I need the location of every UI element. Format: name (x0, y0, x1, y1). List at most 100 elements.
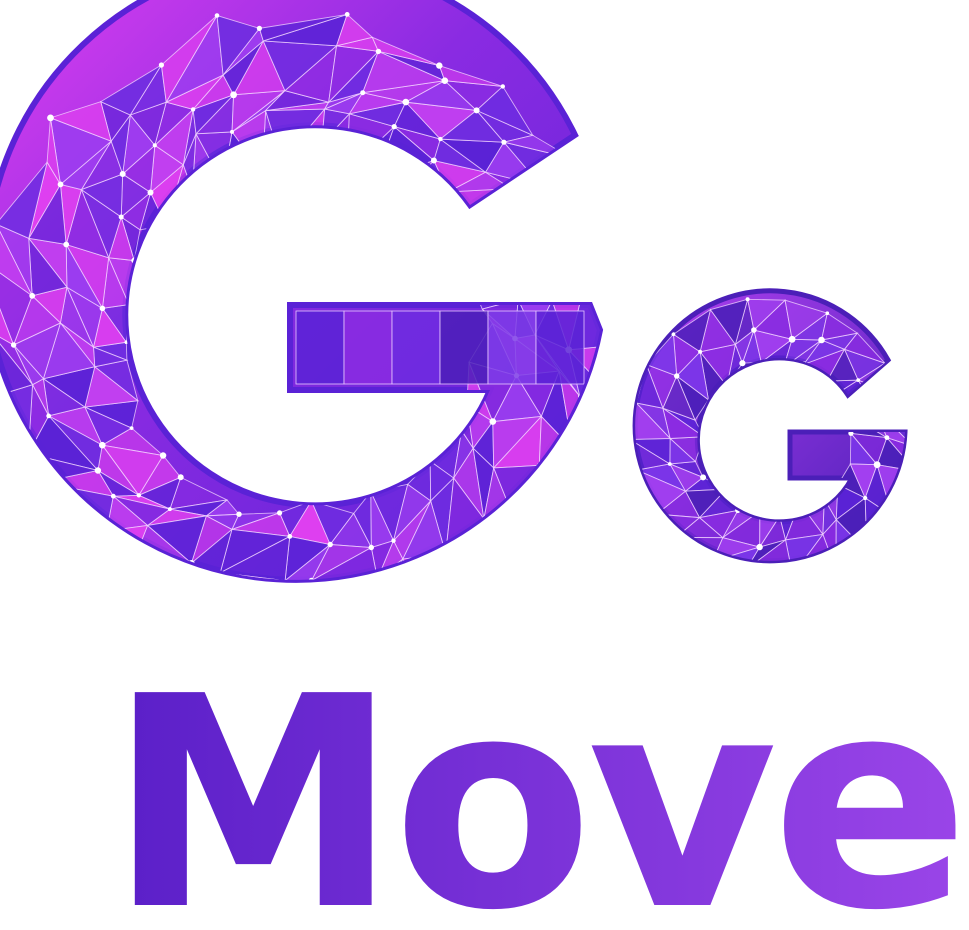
mesh-facet (428, 540, 473, 580)
mesh-node (884, 435, 890, 440)
mesh-node (698, 349, 703, 354)
mesh-facet (503, 506, 530, 580)
mesh-node (825, 311, 830, 316)
mesh-facet (784, 299, 829, 341)
mesh-node (236, 511, 242, 517)
mesh-node (29, 292, 36, 299)
mesh-node (545, 247, 550, 253)
mesh-node (319, 141, 324, 146)
mesh-node (47, 114, 54, 122)
mesh-facet (438, 64, 503, 87)
mesh-node (788, 335, 796, 343)
mesh-node (569, 155, 576, 162)
mesh-node (230, 91, 238, 99)
small-g-text: g (0, 0, 1, 1)
mesh-node (848, 430, 854, 436)
mesh-node (863, 495, 868, 501)
mesh-node (230, 129, 234, 134)
mesh-node (327, 541, 333, 548)
mesh-facet (335, 13, 374, 47)
mesh-node (190, 107, 196, 112)
mesh-node (757, 508, 763, 514)
mesh-facet (403, 191, 450, 212)
mesh-facet (99, 64, 162, 116)
mesh-facet (579, 395, 601, 449)
mesh-facet (501, 242, 553, 302)
mesh-node (308, 577, 315, 580)
mesh-node (441, 77, 449, 84)
mesh-facet (511, 188, 573, 251)
mesh-facet (283, 581, 312, 617)
crossbar-panel (295, 310, 345, 385)
mesh-facet (108, 587, 164, 623)
mesh-node (147, 189, 154, 196)
mesh-node (508, 185, 515, 192)
mesh-facet (283, 544, 331, 580)
mesh-node (710, 559, 715, 561)
mesh-facet (510, 185, 572, 233)
mesh-node (158, 62, 164, 68)
mesh-node (260, 170, 265, 176)
mesh-facet (430, 209, 481, 248)
mesh-facet (546, 231, 585, 290)
mesh-facet (502, 243, 554, 302)
mesh-node (159, 452, 167, 459)
mesh-facet (836, 392, 877, 416)
mesh-node (118, 214, 124, 220)
mesh-node (391, 124, 397, 130)
mesh-node (601, 233, 607, 239)
small-g-letter: g (0, 0, 908, 571)
mesh-node (430, 157, 437, 164)
mesh-node (466, 275, 473, 282)
mesh-node (478, 212, 482, 217)
mesh-facet (0, 259, 15, 346)
mesh-node (824, 378, 831, 385)
mesh-node (581, 285, 587, 291)
mesh-node (104, 529, 109, 533)
mesh-facet (645, 333, 678, 377)
mesh-node (818, 336, 825, 344)
mesh-facet (468, 242, 519, 301)
mesh-facet (446, 214, 504, 248)
mesh-facet (371, 36, 440, 67)
mesh-facet (428, 539, 474, 580)
mesh-node (0, 439, 6, 446)
mesh-facet (446, 243, 505, 280)
mesh-facet (310, 578, 379, 580)
mesh-facet (546, 248, 585, 302)
mesh-node (368, 544, 374, 551)
mesh-node (502, 592, 506, 596)
mesh-node (205, 598, 210, 603)
mesh-node (856, 378, 861, 382)
mesh-facet (528, 463, 574, 538)
mesh-node (372, 176, 379, 182)
mesh-facet (162, 571, 222, 580)
mesh-node (622, 407, 627, 412)
mesh-facet (54, 530, 135, 563)
mesh-node (287, 534, 293, 539)
mesh-node (428, 207, 435, 214)
mesh-node (51, 536, 58, 543)
mesh-facet (0, 384, 34, 456)
mesh-facet (540, 157, 601, 238)
mesh-node (500, 241, 506, 246)
mesh-facet (747, 298, 787, 331)
mesh-node (130, 558, 137, 565)
mesh-node (436, 62, 443, 69)
mesh-node (334, 618, 340, 624)
mesh-facet (479, 187, 549, 252)
mesh-facet (132, 560, 193, 580)
mesh-facet (374, 159, 436, 193)
crossbar-panel (439, 310, 489, 385)
mesh-facet (53, 539, 135, 580)
mesh-node (744, 567, 748, 571)
mesh-node (167, 507, 172, 512)
mesh-node (110, 493, 116, 499)
wordmark-move: Move (108, 634, 964, 930)
mesh-node (527, 534, 531, 539)
mesh-facet (336, 578, 385, 580)
mesh-node (797, 500, 802, 505)
mesh-node (402, 98, 410, 106)
mesh-node (57, 181, 64, 188)
